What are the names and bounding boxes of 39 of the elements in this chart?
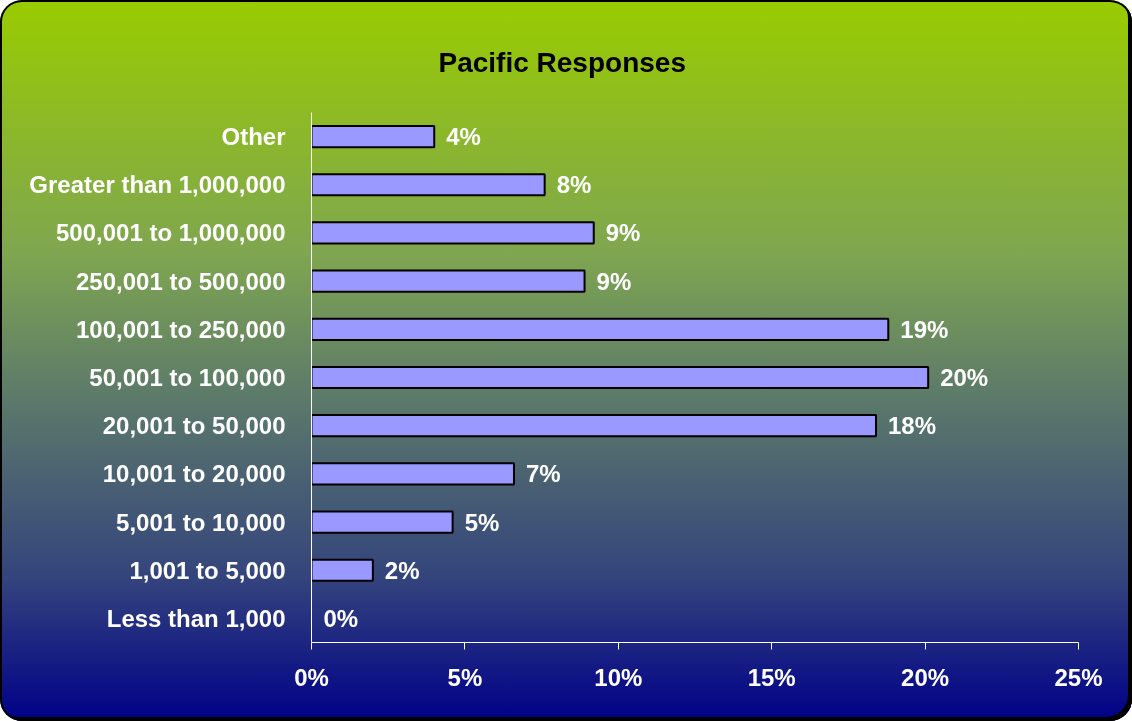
bar <box>311 365 930 390</box>
bar <box>311 462 515 486</box>
bar <box>311 269 586 293</box>
data-label: 2% <box>384 556 420 584</box>
y-tick-label: 5,001 to 10,000 <box>116 508 286 536</box>
bar <box>311 173 546 197</box>
data-label: 20% <box>940 364 989 391</box>
data-label: 18% <box>888 412 937 440</box>
data-label: 4% <box>446 123 481 151</box>
x-tick-label: 10% <box>594 663 643 691</box>
bar <box>311 317 890 341</box>
x-tick-label: 5% <box>447 663 483 691</box>
data-label: 9% <box>596 267 632 295</box>
data-label: 7% <box>525 460 561 488</box>
x-tick-label: 20% <box>901 663 950 691</box>
x-tick-label: 15% <box>747 663 796 691</box>
bar <box>311 510 454 534</box>
bar <box>311 221 595 245</box>
y-tick-label: Less than 1,000 <box>106 604 286 632</box>
x-tick-label: 25% <box>1054 663 1103 691</box>
chart-title: Pacific Responses <box>438 46 686 78</box>
y-tick-label: Other <box>221 123 286 151</box>
data-label: 19% <box>900 315 949 343</box>
bar <box>311 414 878 438</box>
y-tick-label: 20,001 to 50,000 <box>102 412 286 440</box>
y-tick-label: 500,001 to 1,000,000 <box>55 219 286 247</box>
y-tick-label: 1,001 to 5,000 <box>129 556 286 584</box>
y-tick-label: 10,001 to 20,000 <box>102 460 286 488</box>
y-tick-label: 50,001 to 100,000 <box>89 364 286 391</box>
bar <box>311 124 436 149</box>
bar <box>311 558 374 582</box>
y-tick-label: 100,001 to 250,000 <box>76 315 286 343</box>
x-tick-label: 0% <box>294 663 329 691</box>
data-label: 8% <box>556 171 592 199</box>
data-label: 9% <box>605 219 641 247</box>
y-tick-label: 250,001 to 500,000 <box>76 267 286 295</box>
data-label: 5% <box>464 508 500 536</box>
y-tick-label: Greater than 1,000,000 <box>29 171 286 199</box>
data-label: 0% <box>323 604 359 632</box>
